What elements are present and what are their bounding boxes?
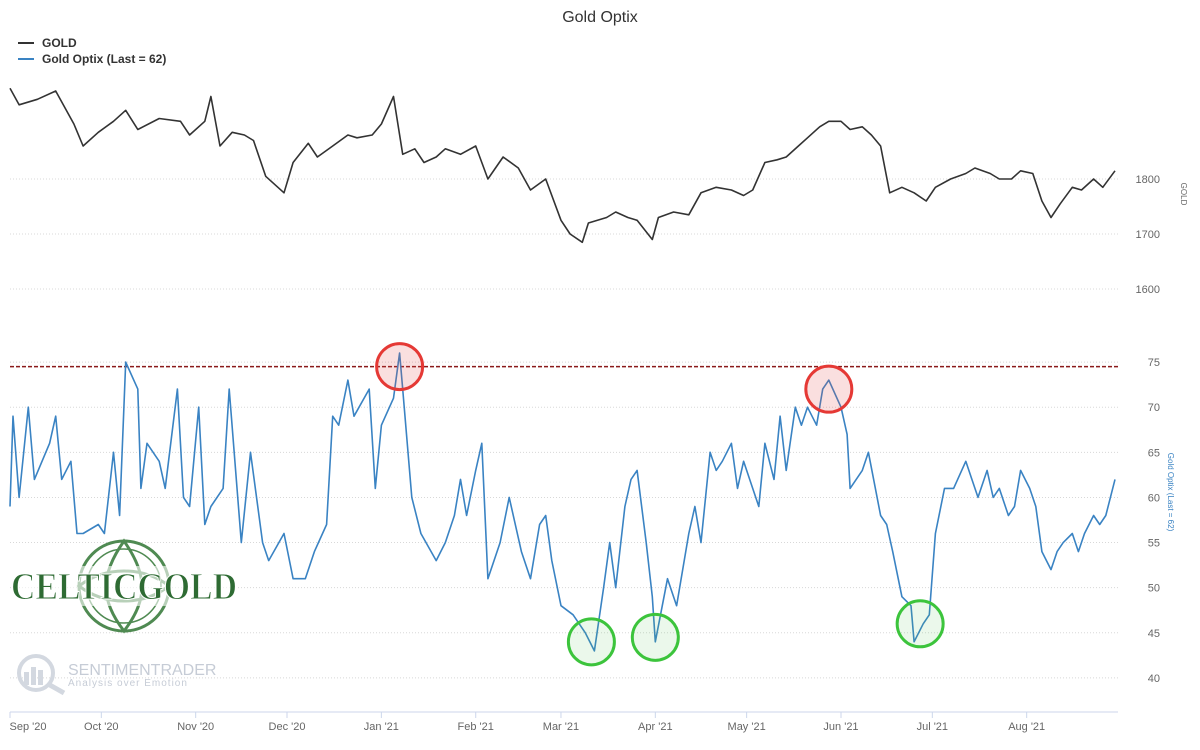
- x-tick-label: Mar '21: [543, 721, 579, 733]
- legend-label-optix[interactable]: Gold Optix (Last = 62): [42, 52, 166, 66]
- bottom-axis-title: Gold Optix (Last = 62): [1166, 453, 1175, 532]
- gold-axis-tick-label: 1700: [1136, 229, 1160, 241]
- optix-axis-tick-label: 40: [1148, 673, 1160, 685]
- x-tick-label: Nov '20: [177, 721, 214, 733]
- top-axis-title: GOLD: [1179, 183, 1188, 206]
- logo-celticgold: CELTICGOLD: [11, 538, 238, 634]
- x-tick-label: Jun '21: [823, 721, 858, 733]
- gold-axis-tick-label: 1600: [1136, 284, 1160, 296]
- x-tick-label: Apr '21: [638, 721, 673, 733]
- annotation-circle-green: [630, 612, 680, 662]
- optix-axis-tick-label: 75: [1148, 357, 1160, 369]
- annotation-circle-red: [804, 364, 854, 414]
- annotation-circle-red: [375, 342, 425, 392]
- x-tick-label: Jan '21: [364, 721, 399, 733]
- legend: GOLD Gold Optix (Last = 62): [18, 36, 166, 66]
- gold-axis-tick-label: 1800: [1136, 174, 1160, 186]
- x-tick-label: Jul '21: [917, 721, 948, 733]
- legend-label-gold[interactable]: GOLD: [42, 36, 77, 50]
- top-panel-grid: [10, 178, 1118, 290]
- optix-axis-tick-label: 55: [1148, 538, 1160, 550]
- x-tick-label: Oct '20: [84, 721, 119, 733]
- x-tick-label: May '21: [728, 721, 766, 733]
- bottom-panel-grid: [10, 361, 1118, 679]
- sentimentrader-tagline: Analysis over Emotion: [68, 678, 188, 689]
- celticgold-wordmark: CELTICGOLD: [11, 566, 237, 608]
- annotation-circle-green: [566, 617, 616, 667]
- optix-axis-tick-label: 70: [1148, 402, 1160, 414]
- x-tick-label: Aug '21: [1008, 721, 1045, 733]
- top-panel-y-ticks: 1600 1700 1800: [1136, 174, 1160, 296]
- x-tick-label: Sep '20: [10, 721, 47, 733]
- x-axis-ticks: Sep '20 Oct '20 Nov '20 Dec '20 Jan '21 Feb '…: [9, 712, 1045, 733]
- annotation-circles: [375, 342, 945, 667]
- series-line-gold: [9, 87, 1116, 244]
- bottom-panel-y-ticks: 40 45 50 55 60 65 70 75: [1148, 357, 1160, 685]
- optix-axis-tick-label: 60: [1148, 492, 1160, 504]
- sentimentrader-wordmark: SENTIMENTRADER: [68, 662, 216, 679]
- optix-axis-tick-label: 45: [1148, 628, 1160, 640]
- optix-axis-tick-label: 65: [1148, 447, 1160, 459]
- optix-axis-tick-label: 50: [1148, 583, 1160, 595]
- sentimentrader-icon: [17, 654, 66, 696]
- chart-title: Gold Optix: [562, 9, 638, 26]
- x-tick-label: Feb '21: [458, 721, 494, 733]
- series-line-gold-optix: [9, 352, 1116, 652]
- x-tick-label: Dec '20: [269, 721, 306, 733]
- logo-sentimentrader: SENTIMENTRADER Analysis over Emotion: [17, 654, 216, 696]
- annotation-circle-green: [895, 599, 945, 649]
